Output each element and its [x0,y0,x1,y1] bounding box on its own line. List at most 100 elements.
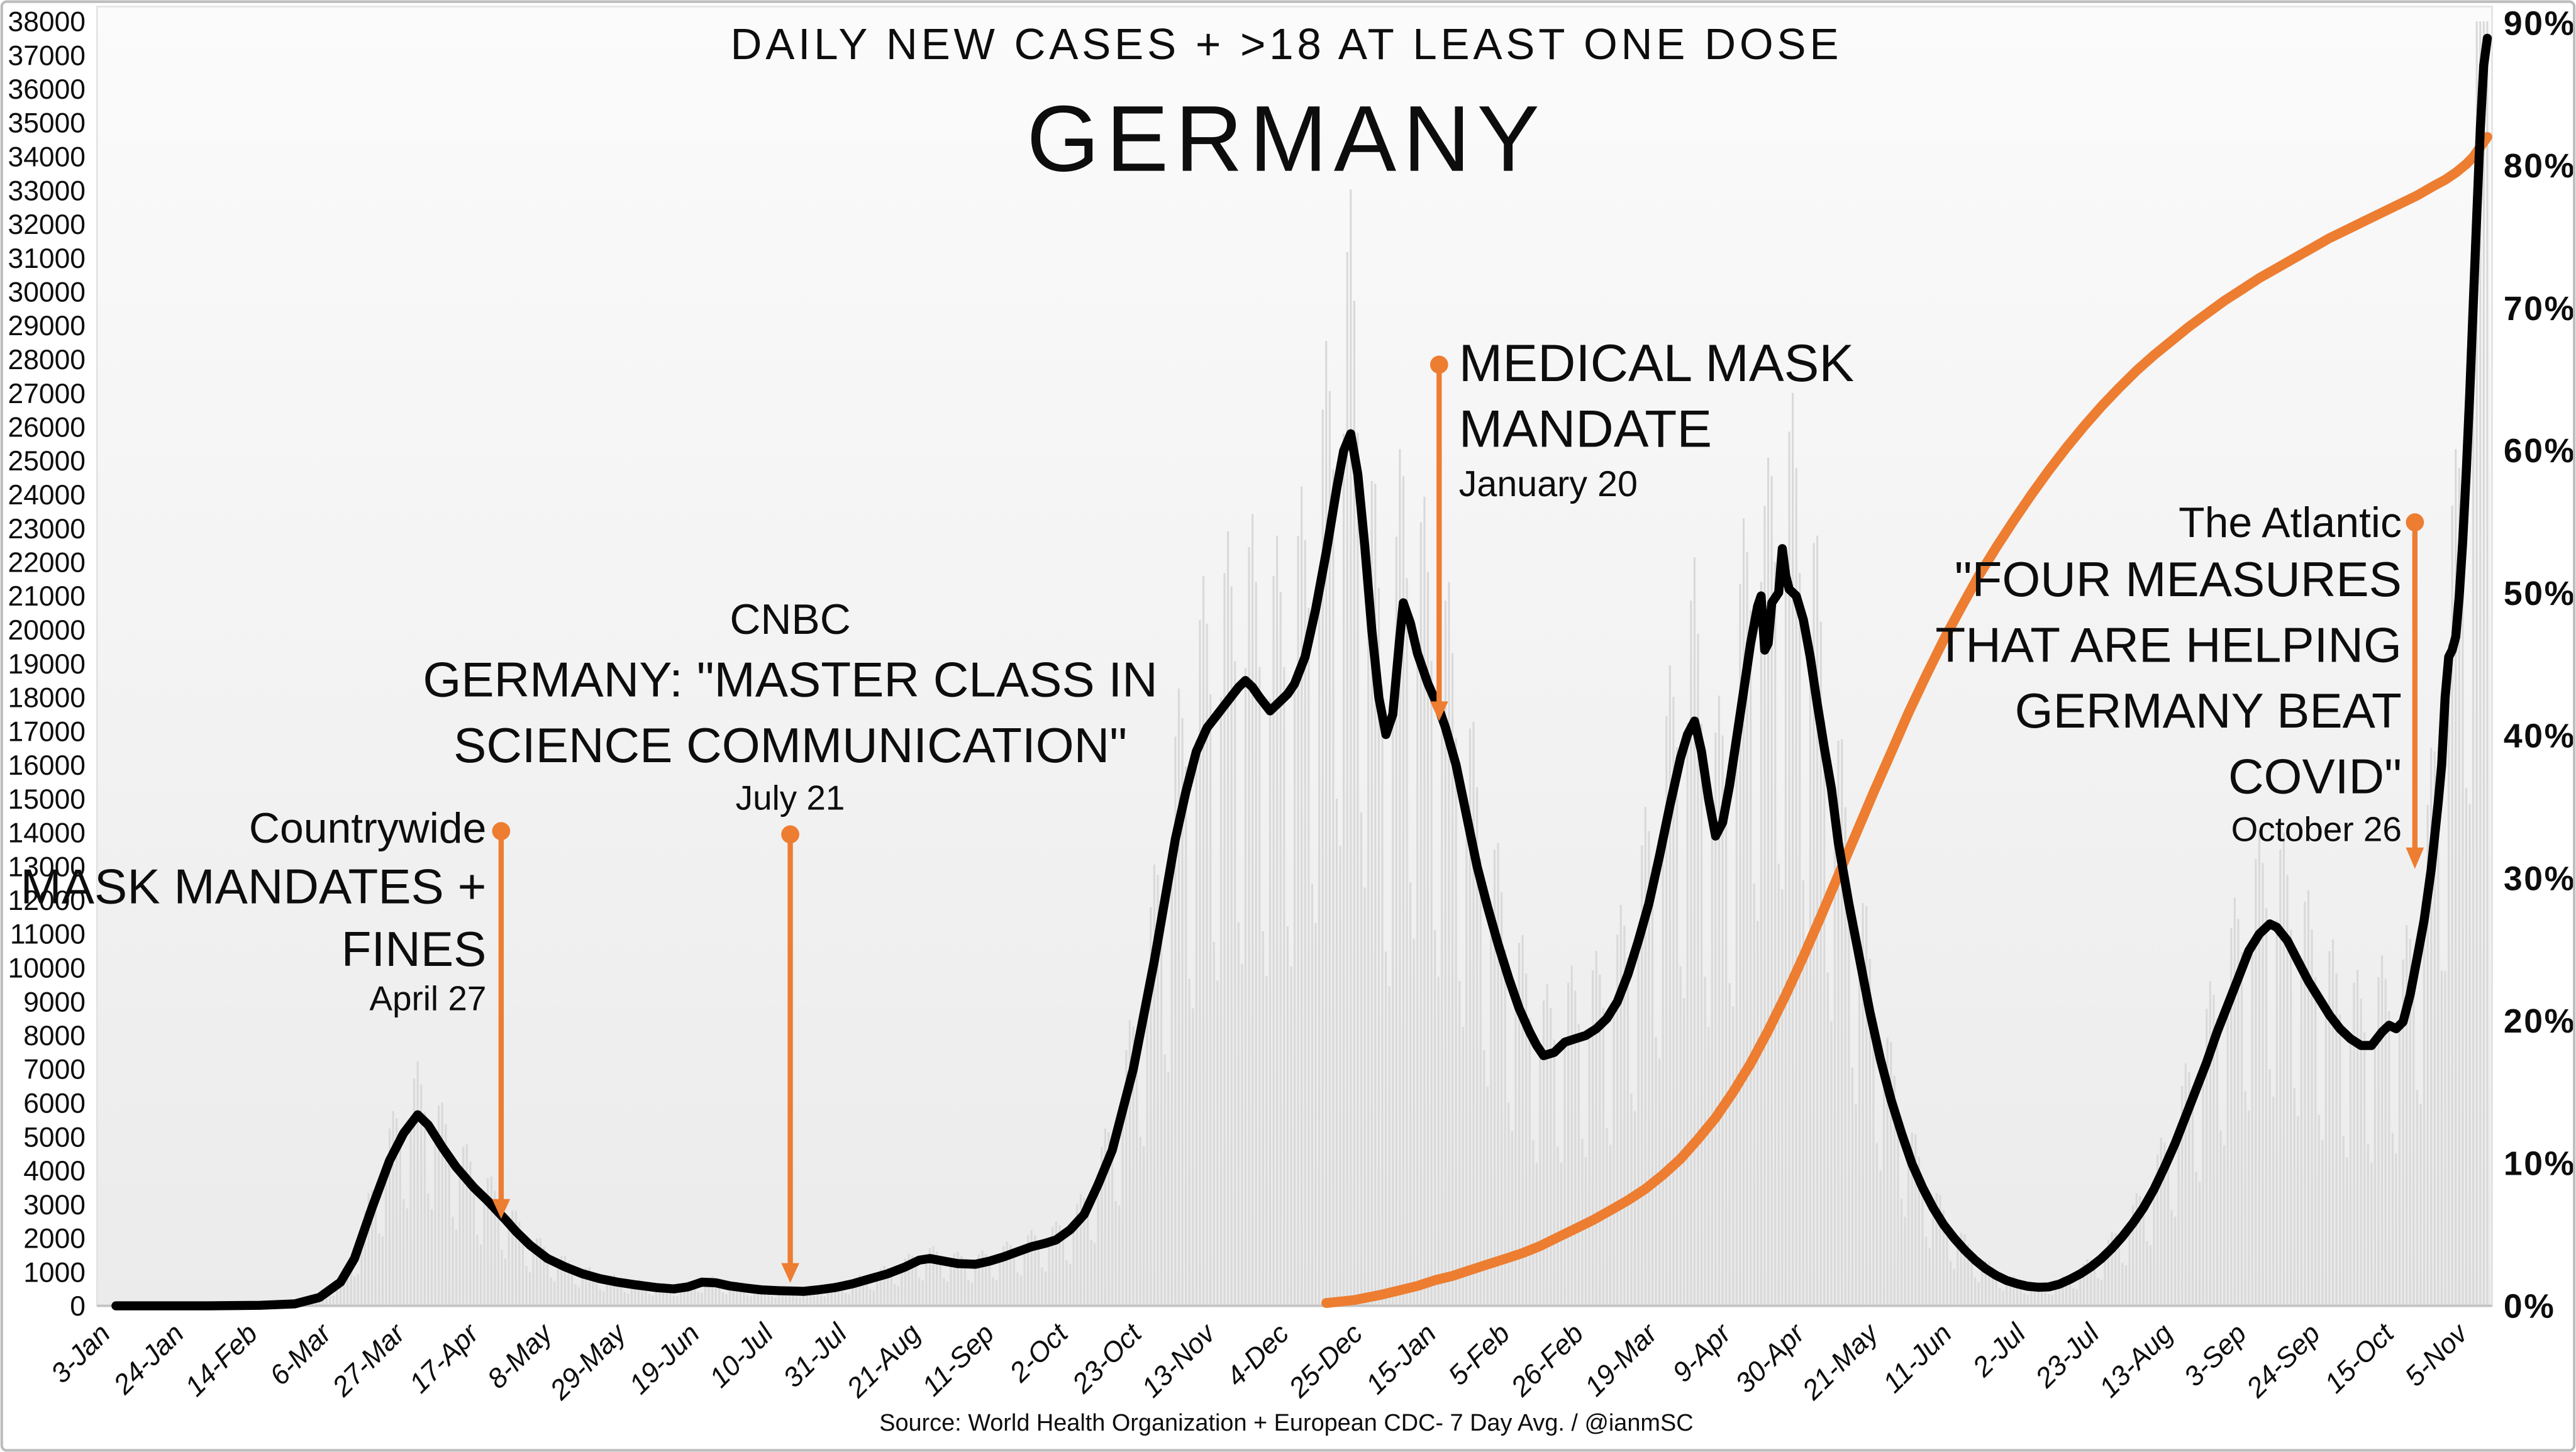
daily-case-bar [347,1263,349,1306]
x-axis-tick-label: 25-Dec [1283,1318,1369,1404]
daily-case-bar [2068,1278,2071,1306]
y-axis-left-tick-label: 14000 [8,818,86,849]
daily-case-bar [1868,958,1871,1306]
daily-case-bar [2462,503,2464,1306]
daily-case-bar [2048,1294,2050,1306]
daily-case-bar [1753,884,1755,1306]
daily-case-bar [1493,849,1496,1306]
daily-case-bar [637,1279,640,1306]
x-axis-tick-label: 11-Sep [916,1318,1001,1402]
daily-case-bar [1953,1268,1955,1306]
daily-case-bar [325,1291,328,1306]
daily-case-bar [1265,976,1268,1306]
daily-case-bar [704,1282,707,1306]
daily-case-bar [2093,1261,2096,1306]
daily-case-bar [1668,665,1671,1306]
daily-case-bar [1728,983,1731,1306]
daily-case-bar [1114,1200,1117,1306]
daily-case-bar [1732,1006,1735,1306]
daily-case-bar [1237,922,1240,1306]
y-axis-left-tick-label: 8000 [23,1021,86,1051]
daily-case-bar [1584,1157,1587,1306]
daily-case-bar [553,1282,556,1306]
daily-case-bar [2300,961,2302,1306]
daily-case-bar [1750,610,1752,1306]
daily-case-bar [936,1251,938,1306]
daily-case-bar [830,1284,833,1306]
daily-case-bar [2023,1293,2026,1306]
annotation-date: October 26 [2231,809,2402,848]
daily-case-bar [711,1276,714,1306]
daily-case-bar [2342,1136,2345,1306]
daily-case-bar [420,1084,423,1306]
daily-case-bar [2016,1280,2019,1306]
daily-case-bar [739,1283,741,1306]
daily-case-bar [430,1209,433,1306]
daily-case-bar [1181,718,1184,1306]
daily-case-bar [1875,1143,1878,1306]
daily-case-bar [1027,1235,1030,1306]
daily-case-bar [469,1161,472,1306]
daily-case-bar [957,1251,959,1306]
x-axis-tick-label: 13-Nov [1136,1317,1223,1404]
x-axis-tick-label: 21-May [1796,1317,1885,1406]
daily-case-bar [1570,965,1573,1306]
daily-case-bar [2199,1182,2201,1306]
daily-case-bar [865,1278,868,1306]
daily-case-bar [1301,486,1303,1306]
daily-case-bar [494,1190,496,1306]
daily-case-bar [753,1289,756,1306]
y-axis-left-tick-label: 18000 [8,683,86,714]
daily-case-bar [2072,1288,2075,1306]
daily-case-bar [781,1287,784,1306]
daily-case-bar [1437,977,1440,1306]
daily-case-bar [367,1193,370,1306]
daily-case-bar [1655,1036,1657,1306]
daily-case-bar [999,1256,1001,1306]
daily-case-bar [592,1271,594,1306]
y-axis-left-tick-label: 24000 [8,480,86,511]
daily-case-bar [1413,938,1415,1306]
daily-case-bar [645,1285,647,1306]
daily-case-bar [2058,1279,2061,1306]
daily-case-bar [2304,901,2306,1306]
daily-case-bar [1648,831,1650,1306]
daily-case-bar [508,1222,510,1306]
daily-case-bar [1890,1041,1892,1306]
daily-case-bar [1788,431,1790,1306]
daily-case-bar [672,1295,675,1306]
daily-case-bar [616,1278,619,1306]
daily-case-bar [2251,938,2253,1306]
daily-case-bar [2223,1145,2226,1306]
daily-case-bar [2202,1067,2204,1306]
daily-case-bar [1521,935,1524,1306]
daily-case-bar [1395,536,1397,1306]
daily-case-bar [1999,1288,2001,1306]
x-axis-tick-label: 13-Aug [2094,1318,2179,1404]
y-axis-left-tick-label: 7000 [23,1055,86,1085]
daily-case-bar [1083,1198,1085,1306]
y-axis-left-tick-label: 23000 [8,514,86,545]
x-axis-tick-label: 29-May [544,1317,633,1406]
daily-case-bar [2128,1226,2131,1306]
daily-case-bar [2475,21,2478,1306]
daily-case-bar [472,1181,475,1306]
daily-case-bar [1262,931,1264,1306]
annotation-text: COVID" [2228,749,2402,804]
daily-case-bar [1269,699,1272,1306]
daily-case-bar [1128,1020,1131,1306]
daily-case-bar [385,1167,387,1306]
daily-case-bar [599,1289,601,1306]
x-axis-tick-label: 2-Jul [1967,1317,2032,1383]
daily-case-bar [2307,890,2310,1306]
daily-case-bar [2314,977,2317,1306]
daily-case-bar [413,1078,416,1306]
daily-case-bar [2437,777,2440,1306]
annotation-marker-dot [1430,355,1448,374]
daily-case-bar [2268,1068,2271,1306]
y-axis-right-tick-label: 30% [2504,860,2576,897]
daily-case-bar [1118,1205,1121,1306]
daily-case-bar [1290,967,1292,1306]
y-axis-left-tick-label: 36000 [8,74,86,105]
